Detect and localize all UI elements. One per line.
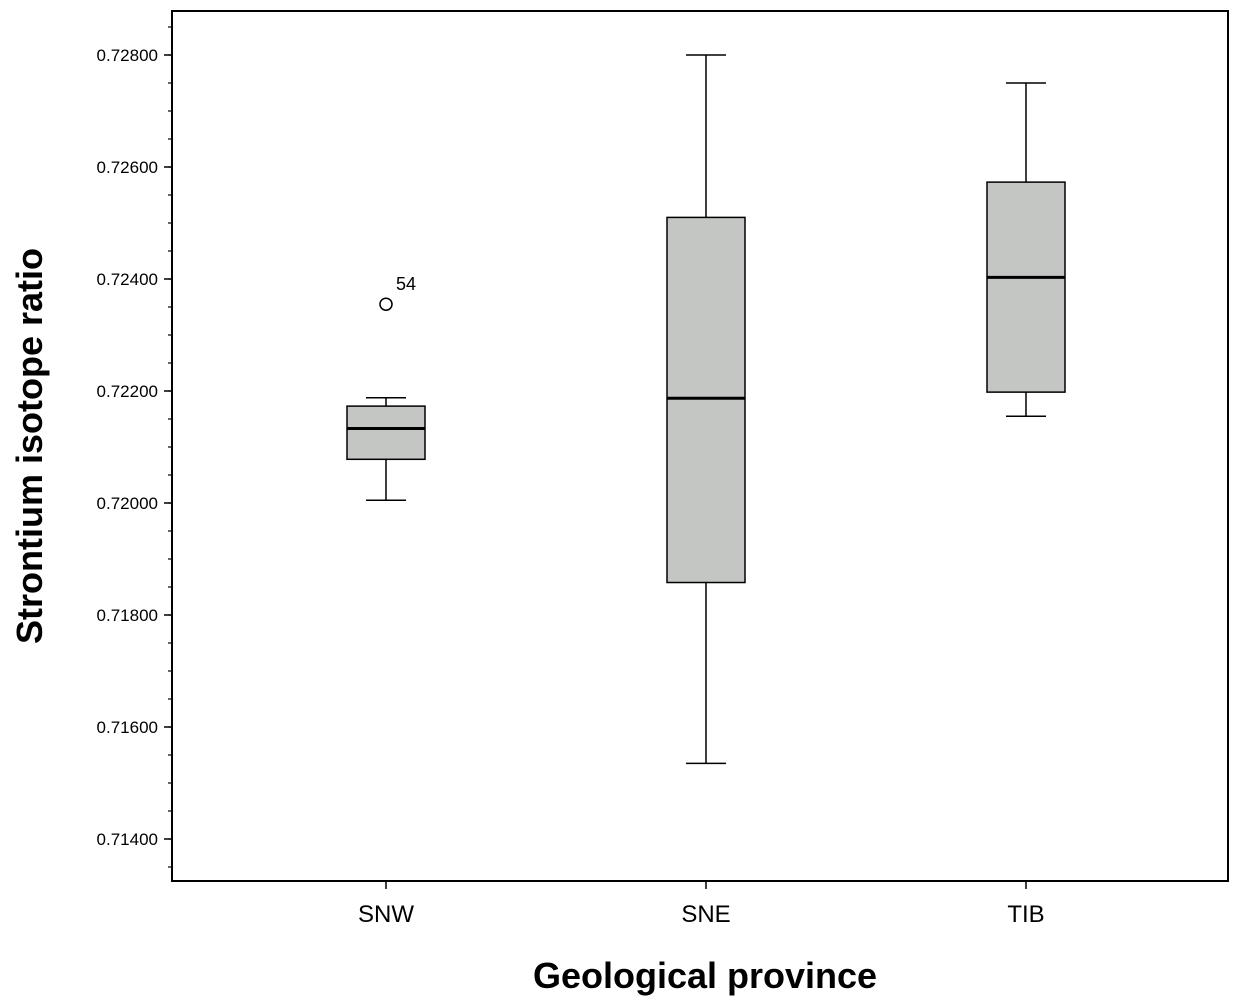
- y-axis-title: Strontium isotope ratio: [9, 248, 50, 644]
- x-tick-label: TIB: [1007, 901, 1044, 928]
- y-tick-label: 0.72400: [97, 270, 158, 289]
- y-tick-label: 0.71600: [97, 718, 158, 737]
- outlier-label: 54: [396, 274, 416, 294]
- y-axis: 0.71400 0.71600 0.71800 0.72000 0.72200 0.724…: [97, 26, 172, 868]
- y-tick-label: 0.72800: [97, 46, 158, 65]
- x-tick-label: SNE: [681, 901, 730, 928]
- box-sne: [666, 54, 746, 765]
- x-tick-label: SNW: [358, 901, 414, 928]
- y-tick-label: 0.71400: [97, 830, 158, 849]
- y-tick-label: 0.72200: [97, 382, 158, 401]
- boxes-layer: 54: [346, 54, 1066, 765]
- y-tick-label: 0.72600: [97, 158, 158, 177]
- box-tib: [986, 82, 1066, 417]
- interquartile-box: [666, 216, 746, 584]
- interquartile-box: [986, 181, 1066, 393]
- x-axis: SNW SNE TIB: [358, 881, 1045, 928]
- y-tick-label: 0.71800: [97, 606, 158, 625]
- outlier-point: [379, 297, 393, 311]
- y-tick-label: 0.72000: [97, 494, 158, 513]
- x-axis-title: Geological province: [533, 955, 877, 996]
- plot-area-frame: [171, 10, 1229, 882]
- interquartile-box: [346, 405, 426, 461]
- box-snw: 54: [346, 274, 426, 501]
